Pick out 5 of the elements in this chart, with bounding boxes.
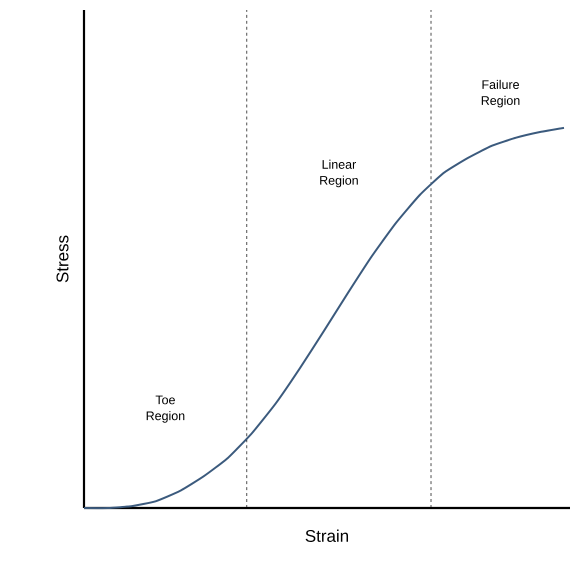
text: Failure Region [482,80,520,108]
annotation: Linear Region [320,160,358,188]
x-axis-title: Strain [306,530,348,542]
annotation: Toe Region [146,396,184,423]
y-axis-title: Stress [56,236,68,282]
